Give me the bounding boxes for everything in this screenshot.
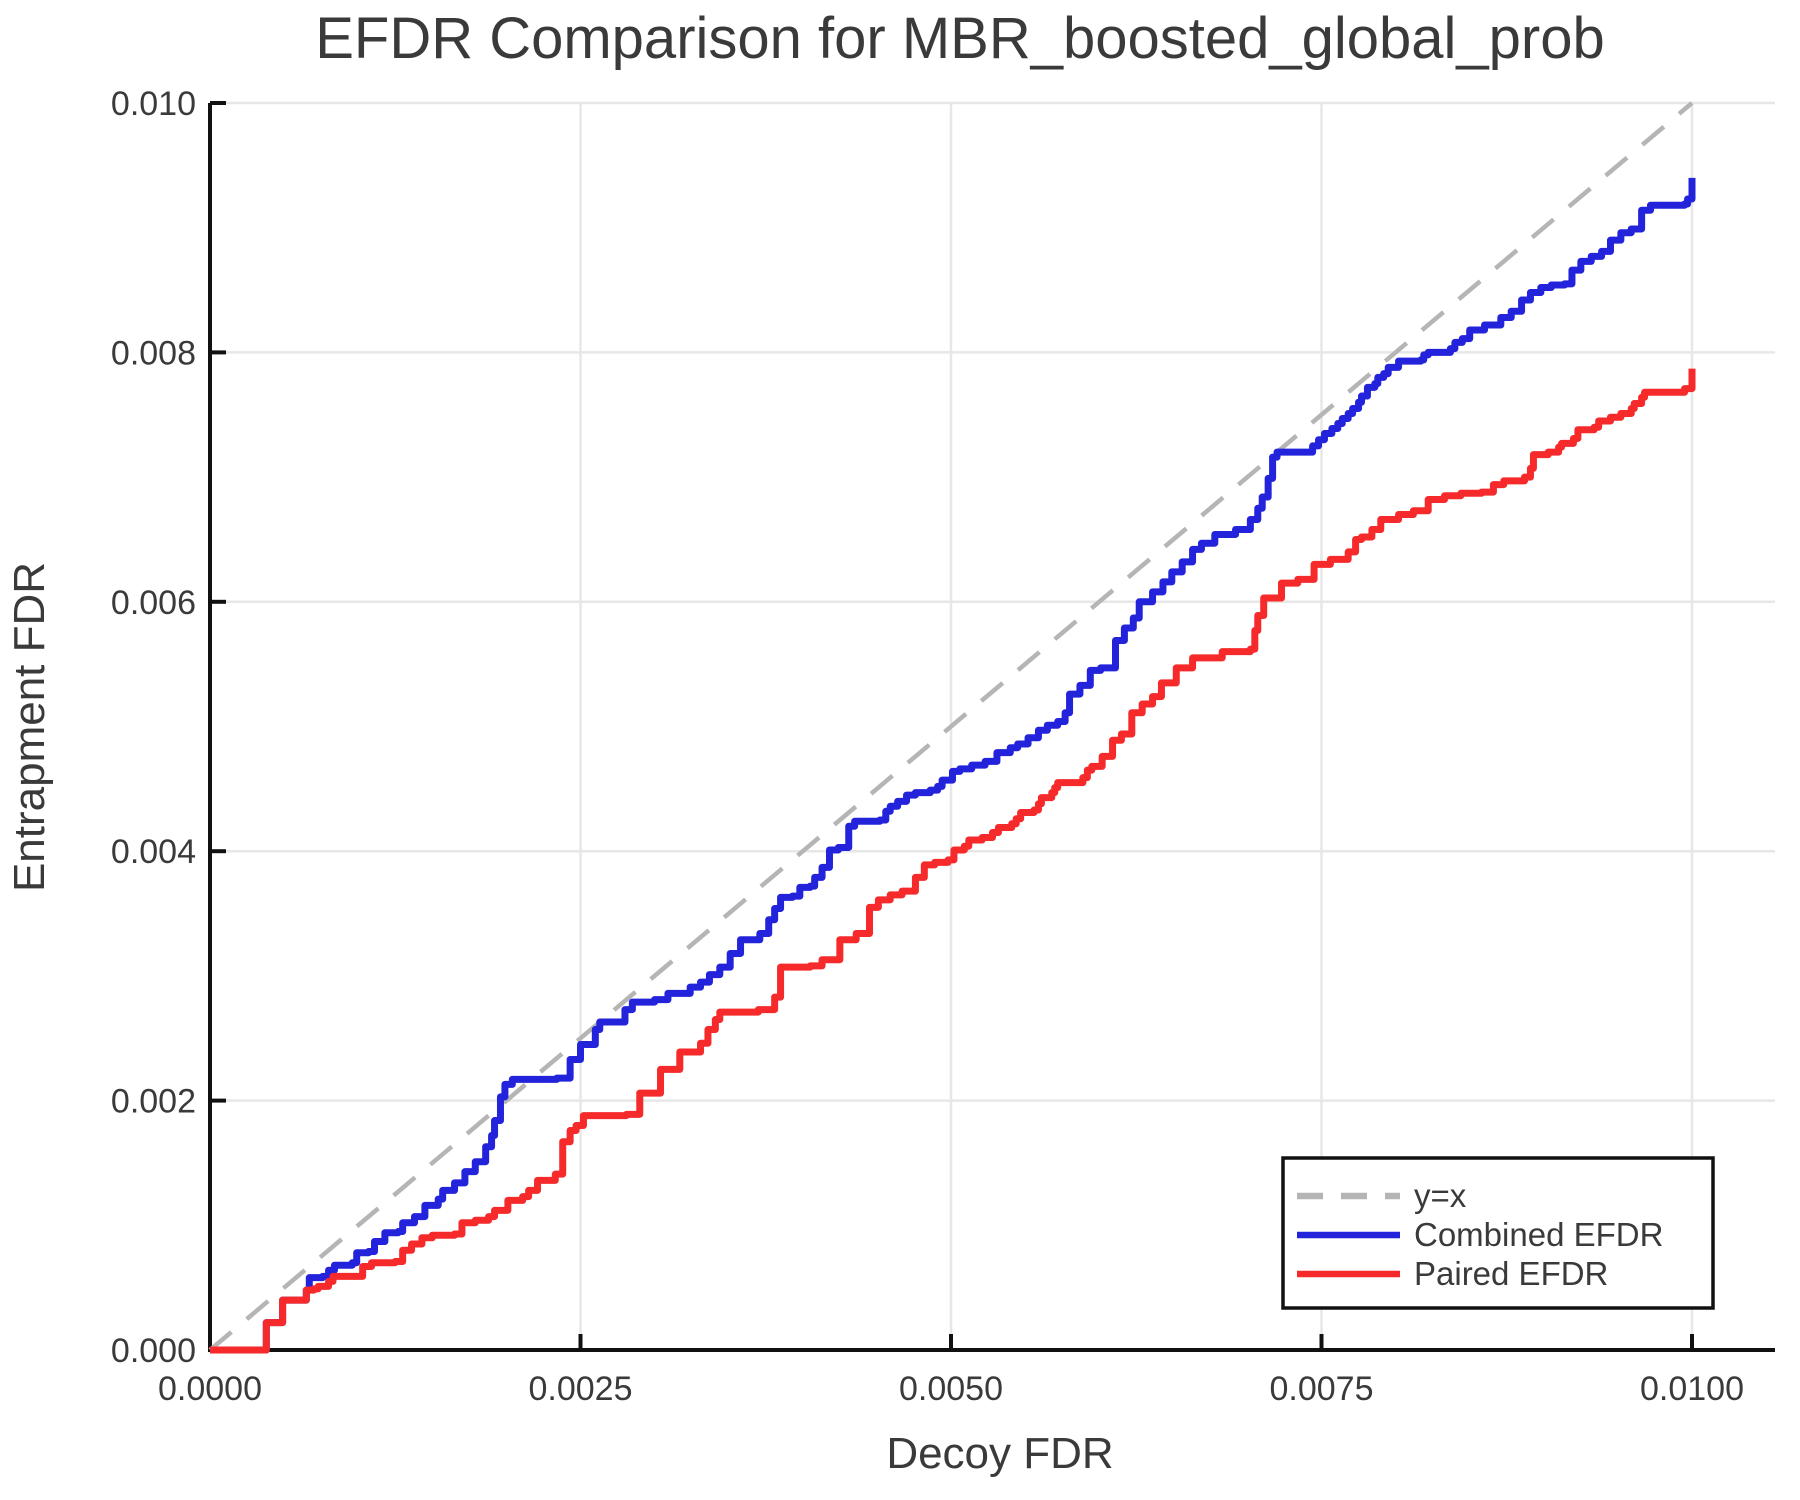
x-tick-label-0.0000: 0.0000 — [158, 1370, 262, 1408]
x-axis-label: Decoy FDR — [886, 1429, 1113, 1478]
axes-spines — [208, 103, 1775, 1352]
legend-label-combined-efdr: Combined EFDR — [1414, 1216, 1663, 1253]
y-tick-label-0.002: 0.002 — [111, 1083, 196, 1121]
series-line-y-x — [208, 101, 1694, 1352]
y-tick-label-0.000: 0.000 — [111, 1332, 196, 1370]
x-tick-label-0.0075: 0.0075 — [1270, 1370, 1374, 1408]
y-tick-label-0.010: 0.010 — [111, 85, 196, 123]
y-axis-label: Entrapment FDR — [5, 562, 54, 892]
x-tick-label-0.0050: 0.0050 — [899, 1370, 1003, 1408]
x-tick-label-0.0100: 0.0100 — [1640, 1370, 1744, 1408]
data-series — [208, 101, 1696, 1354]
series-line-paired-efdr — [210, 368, 1696, 1354]
y-tick-label-0.004: 0.004 — [111, 833, 196, 871]
series-line-combined-efdr — [210, 177, 1696, 1354]
legend-label-y-x: y=x — [1414, 1177, 1467, 1214]
tick-labels: 0.0000 0.0025 0.0050 0.0075 0.0100 0.000 0.002… — [111, 85, 1744, 1408]
x-tick-label-0.0025: 0.0025 — [529, 1370, 633, 1408]
legend-label-paired-efdr: Paired EFDR — [1414, 1255, 1608, 1292]
gridlines — [210, 101, 1775, 1350]
chart-title: EFDR Comparison for MBR_boosted_global_p… — [315, 6, 1605, 71]
y-tick-label-0.008: 0.008 — [111, 334, 196, 372]
y-tick-label-0.006: 0.006 — [111, 584, 196, 622]
